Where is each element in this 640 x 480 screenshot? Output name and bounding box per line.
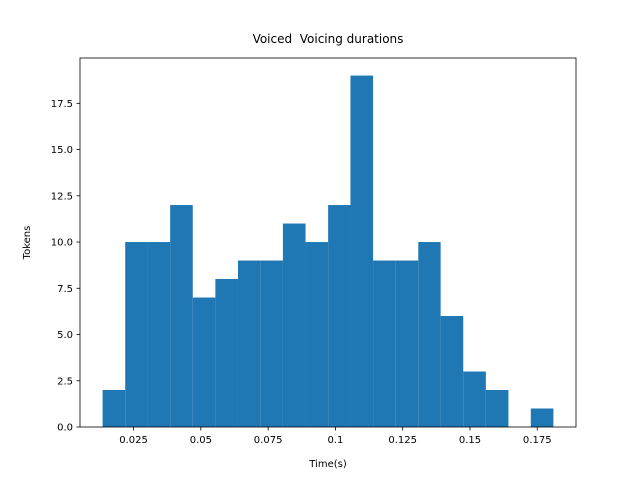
bar [350, 75, 374, 428]
y-tick-label: 2.5 [57, 376, 73, 387]
x-tick-label: 0.175 [523, 435, 552, 446]
bar [147, 242, 171, 427]
x-tick-label: 0.1 [327, 435, 343, 446]
bar [485, 390, 509, 427]
bar [237, 260, 261, 427]
bar [328, 205, 351, 427]
bar [305, 242, 329, 427]
bar [440, 316, 464, 427]
y-axis-label: Tokens [22, 226, 33, 261]
y-tick-label: 17.5 [51, 99, 73, 110]
x-tick-label: 0.025 [119, 435, 148, 446]
bar [102, 390, 126, 427]
bar [170, 205, 193, 427]
x-axis-label: Time(s) [308, 459, 347, 470]
y-tick-label: 0.0 [57, 423, 73, 434]
x-tick-label: 0.075 [254, 435, 283, 446]
bar [192, 297, 216, 427]
bar [215, 279, 238, 427]
bar [463, 371, 486, 427]
axes-frame [79, 57, 577, 428]
bar [530, 408, 554, 427]
bar [418, 242, 441, 427]
x-tick-label: 0.15 [459, 435, 481, 446]
x-tick-label: 0.05 [190, 435, 212, 446]
bar [282, 223, 306, 427]
y-tick-label: 15.0 [51, 145, 73, 156]
y-tick-label: 5.0 [57, 330, 73, 341]
y-tick-label: 7.5 [57, 284, 73, 295]
bar [373, 260, 396, 427]
y-tick-label: 12.5 [51, 191, 73, 202]
y-tick-label: 10.0 [51, 238, 73, 249]
x-tick-label: 0.125 [388, 435, 417, 446]
chart-title: Voiced Voicing durations [253, 32, 404, 46]
bar [125, 242, 148, 427]
bar [395, 260, 419, 427]
bar [260, 260, 283, 427]
